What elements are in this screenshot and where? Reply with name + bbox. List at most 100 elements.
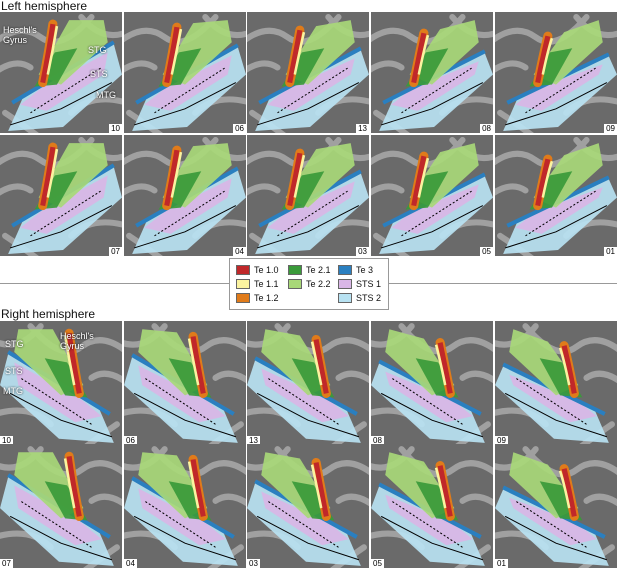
cortex [371,446,493,568]
subject-label: 13 [356,124,369,133]
brain-panel: 05 [371,444,493,568]
brain-panel: 07 [0,444,122,568]
sulcus [459,370,493,384]
outline [391,500,463,548]
region [267,58,355,111]
region [293,154,306,198]
annotation: Heschl's Gyrus [60,331,94,351]
sulcus [212,493,246,507]
outline [381,82,484,126]
brain-image [495,14,617,133]
sulcus [495,60,529,73]
brain-panel: 10 Heschl's Gyrus STG STS MTG [0,321,122,445]
subject-label: 01 [495,559,508,568]
region [535,35,551,84]
region [144,55,232,111]
sulcus [495,183,529,196]
legend-label: Te 1.1 [254,279,279,289]
region [437,465,453,517]
legend-column: Te 2.1 Te 2.2 [288,263,331,291]
legend-label: STS 2 [356,293,382,303]
legend-item: Te 3 [338,263,381,277]
brain-panel: 09 [495,12,617,133]
region [411,155,427,207]
sulcus [335,370,369,384]
subject-label: 01 [604,247,617,256]
cortex [495,323,617,445]
cortex [495,137,617,256]
region [561,468,577,517]
outline [515,377,587,425]
legend-column: Te 3 STS 1 STS 2 [338,263,381,305]
brain-image [371,323,493,445]
brain-panel: 08 [371,12,493,133]
subject-label: 07 [109,247,122,256]
sulcus [247,60,281,73]
outline [525,67,597,114]
section-title: Right hemisphere [1,307,96,321]
annotation: STS [90,69,108,79]
cortex [247,14,369,133]
legend-item: Te 2.1 [288,263,331,277]
outline [515,500,587,548]
region [138,365,226,423]
region [561,345,577,394]
cortex [495,14,617,133]
annotation: STS [5,366,23,376]
region [558,470,571,509]
brain-panel: 05 [371,135,493,256]
outline [134,205,237,249]
brain-image [0,14,122,133]
subject-label: 08 [480,124,493,133]
sulcus [459,493,493,507]
legend-swatch [338,279,352,289]
outline [9,515,112,561]
region [437,342,453,394]
sulcus [124,183,158,196]
cortex [0,446,122,568]
subject-label: 05 [371,559,384,568]
region [66,456,82,517]
region [558,347,571,386]
outline [144,500,216,548]
cortex [371,323,493,445]
brain-image [495,137,617,256]
sulcus [335,493,369,507]
legend-swatch [338,265,352,275]
legend-swatch [288,279,302,289]
cortex [0,14,122,133]
legend-swatch [288,265,302,275]
region [434,344,447,386]
brain-image [247,446,369,568]
brain-panel: 04 [124,135,246,256]
cortex [247,323,369,445]
region [411,32,427,84]
outline [9,392,112,438]
sulcus [124,60,158,73]
region [391,184,479,234]
annotation: STG [88,45,107,55]
brain-panel: 08 [371,321,493,445]
brain-panel: 13 [247,321,369,445]
legend-label: Te 1.0 [254,265,279,275]
brain-image [124,14,246,133]
cortex [124,323,246,445]
outline [267,377,339,425]
brain-panel: 13 [247,12,369,133]
cortex [0,323,122,445]
region [164,26,180,84]
region [515,64,603,111]
brain-image [0,446,122,568]
brain-image [0,323,122,445]
region [46,25,59,75]
brain-image [495,446,617,568]
brain-image [124,137,246,256]
region [138,488,226,546]
legend-label: Te 2.2 [306,279,331,289]
legend-item: Te 1.0 [236,263,279,277]
outline [277,190,349,237]
outline [391,377,463,425]
divider [0,283,229,284]
region [187,461,200,509]
